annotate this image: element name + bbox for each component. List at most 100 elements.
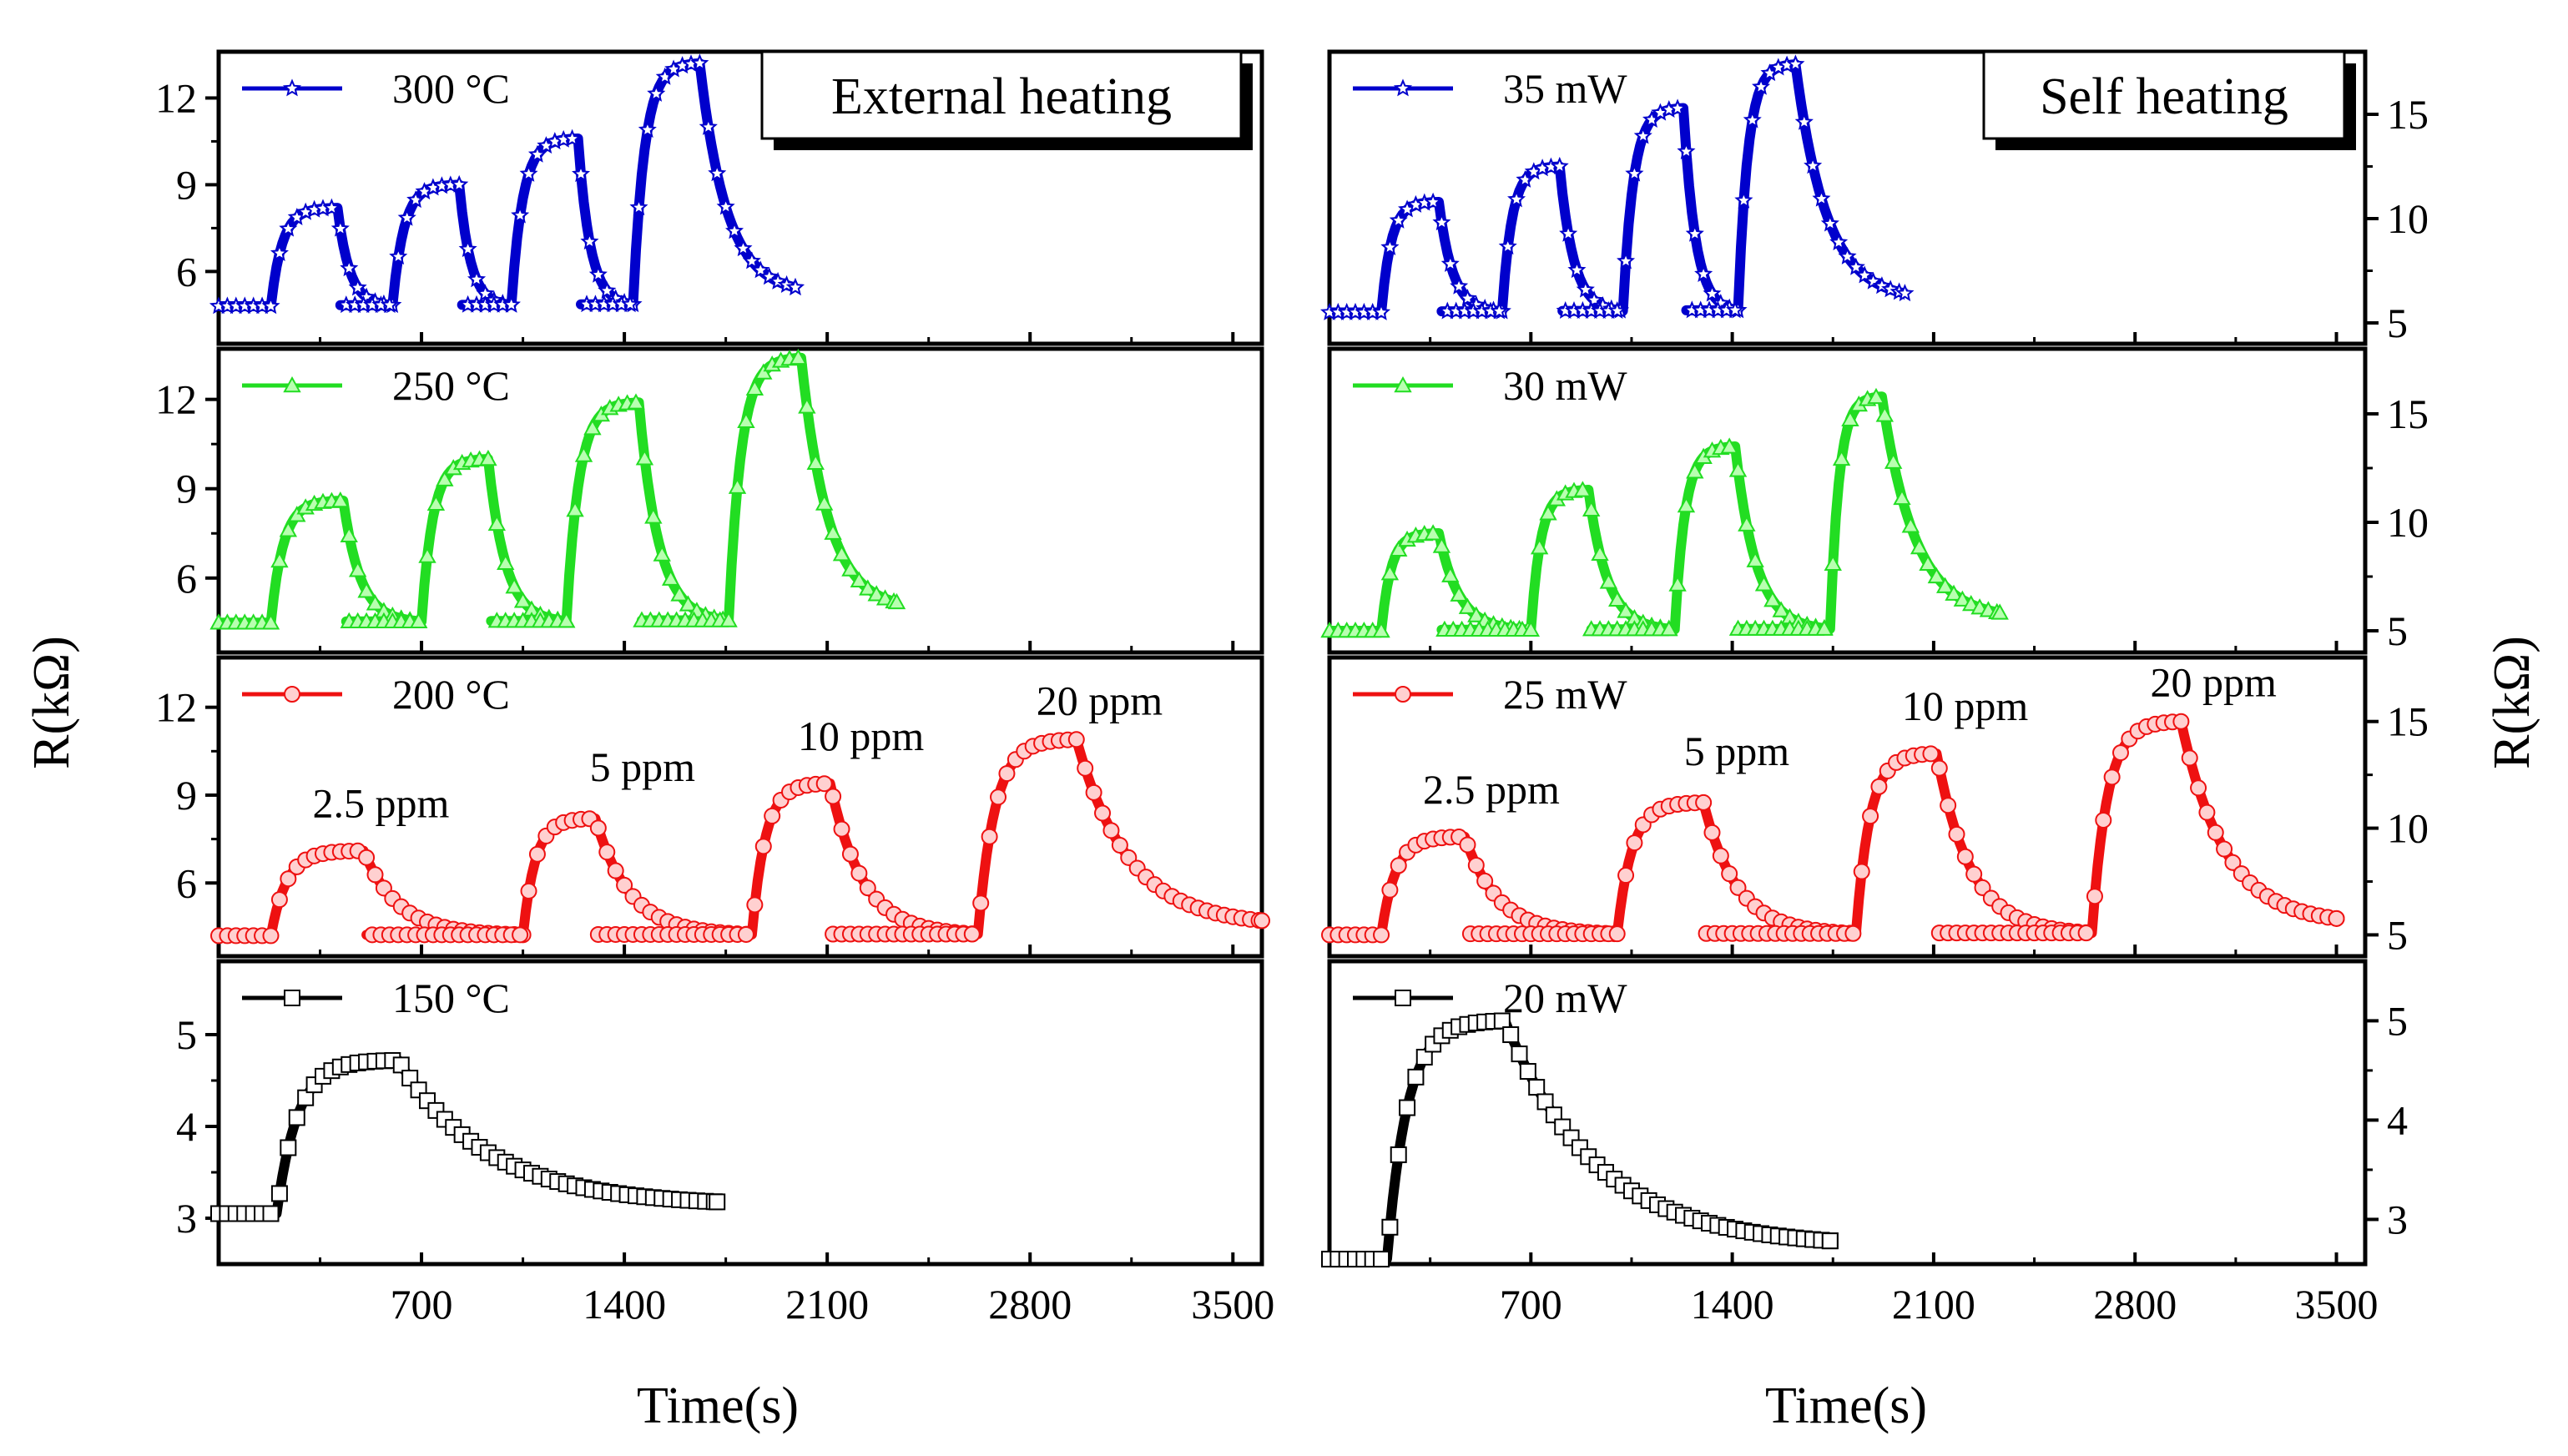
x-tick-label: 3500 — [2295, 1281, 2379, 1328]
data-point — [2111, 744, 2129, 762]
legend-label: 30 mW — [1503, 362, 1627, 409]
panel-frame — [216, 346, 1264, 655]
data-point — [1539, 504, 1557, 521]
concentration-annotation: 10 ppm — [1902, 683, 2029, 729]
data-point — [2207, 824, 2224, 841]
data-point — [392, 1056, 410, 1074]
data-point — [270, 244, 289, 262]
panel-1-2: 5 10 15 25 mW 2.5 ppm 5 ppm 10 ppm 20 ppm — [1321, 655, 2429, 959]
data-point — [2224, 854, 2242, 871]
y-tick-label: 5 — [2387, 911, 2408, 958]
panel-frame — [216, 959, 1264, 1267]
data-point — [1685, 224, 1704, 242]
data-point — [1373, 1251, 1390, 1268]
data-point — [1498, 237, 1517, 255]
data-point — [1390, 540, 1408, 557]
data-point — [357, 582, 376, 598]
data-point — [1668, 575, 1687, 592]
data-point — [725, 221, 744, 239]
data-point — [1493, 1012, 1511, 1030]
data-point — [1936, 577, 1955, 593]
data-point — [789, 348, 808, 365]
data-point — [647, 83, 666, 102]
y-tick-label: 12 — [155, 376, 197, 423]
y-tick-label: 15 — [2387, 91, 2429, 138]
data-point — [1990, 603, 2009, 620]
data-point — [981, 828, 998, 845]
data-point — [1372, 621, 1390, 638]
data-point — [1432, 537, 1451, 553]
data-point — [719, 611, 738, 627]
legend-label: 300 °C — [392, 65, 510, 112]
data-point — [2095, 811, 2112, 829]
data-point — [340, 259, 359, 277]
data-point — [815, 775, 833, 793]
data-point — [1559, 224, 1578, 242]
data-point — [1720, 437, 1738, 454]
data-point — [734, 239, 753, 257]
data-point — [638, 120, 657, 139]
data-point — [467, 270, 487, 288]
data-point — [690, 53, 709, 72]
data-point — [1372, 302, 1391, 320]
data-point — [859, 579, 877, 596]
data-point — [751, 260, 770, 279]
data-point — [297, 1089, 315, 1106]
data-point — [1965, 865, 1983, 883]
data-point — [1677, 141, 1696, 160]
data-point — [1752, 77, 1771, 95]
data-point — [1956, 848, 1974, 865]
data-point — [867, 585, 885, 602]
data-point — [1591, 544, 1609, 562]
data-point — [798, 397, 816, 414]
chart-0: 6 9 12 300 °C 6 9 12 250 °C 6 9 12 200 °C 2.5 ppm 5 p… — [155, 49, 1274, 1328]
data-point — [833, 820, 850, 838]
data-point — [708, 164, 727, 182]
data-point — [1893, 488, 1911, 506]
data-point — [279, 219, 298, 237]
data-point — [1721, 865, 1738, 883]
data-point — [1734, 190, 1753, 209]
data-point — [2172, 713, 2190, 730]
data-point — [566, 501, 584, 517]
y-tick-label: 5 — [2387, 300, 2408, 346]
x-tick-label: 1400 — [1691, 1281, 1774, 1328]
data-point — [2086, 888, 2103, 905]
data-point — [270, 891, 288, 909]
data-point — [1102, 822, 1120, 839]
data-point — [418, 547, 436, 563]
data-point — [1945, 584, 1963, 601]
panel-frame — [1327, 655, 2368, 959]
data-point — [754, 363, 773, 380]
legend-label: 250 °C — [392, 362, 510, 409]
data-point — [426, 494, 446, 511]
panel-frame — [1327, 49, 2368, 346]
data-point — [1853, 863, 1870, 880]
data-point — [850, 864, 868, 882]
data-point — [963, 925, 981, 943]
data-point — [1738, 515, 1756, 532]
y-tick-label: 6 — [176, 859, 197, 906]
legend-label: 25 mW — [1503, 671, 1627, 718]
data-point — [519, 164, 538, 182]
data-point — [1550, 156, 1569, 174]
data-point — [1953, 590, 1972, 607]
data-point — [280, 1139, 297, 1156]
data-point — [1927, 567, 1946, 584]
data-point — [1728, 461, 1748, 477]
data-point — [1617, 251, 1636, 270]
data-point — [512, 926, 529, 944]
y-tick-label: 6 — [176, 248, 197, 295]
data-point — [528, 845, 546, 863]
chart-1: 5 10 15 35 mW 5 10 15 30 mW 5 10 15 25 mW 2.5 ppm 5 p… — [1319, 49, 2429, 1328]
data-point — [1815, 619, 1834, 636]
data-point — [745, 379, 764, 396]
x-tick-label: 700 — [1500, 1281, 1562, 1328]
data-point — [1962, 594, 1980, 612]
data-point — [527, 144, 547, 163]
data-point — [1820, 214, 1839, 232]
title-box — [760, 50, 1243, 140]
data-point — [366, 866, 384, 884]
data-point — [1763, 591, 1782, 607]
data-point — [1390, 857, 1407, 874]
